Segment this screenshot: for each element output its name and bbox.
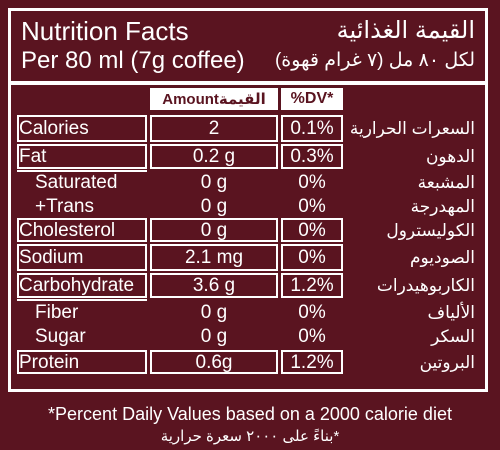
serving-size-english: Per 80 ml (7g coffee) (21, 47, 245, 74)
nutrient-name-arabic: السعرات الحرارية (349, 119, 475, 138)
amount-box-calories (150, 115, 278, 142)
nutrient-row-protein: Protein 0.6g 1.2% البروتين (11, 351, 485, 374)
nutrient-amount: 0.2 g (192, 146, 236, 167)
dv-box-fat (281, 144, 343, 169)
nutrient-row-carbohydrate: Carbohydrate 3.6 g 1.2% الكاربوهيدرات (11, 274, 485, 297)
label-header: Nutrition Facts القيمة الغذائية Per 80 m… (11, 11, 485, 85)
nutrient-amount: 0 g (200, 196, 228, 217)
divider-fat-saturated (17, 170, 147, 172)
nutrient-name-arabic: الصوديوم (409, 248, 475, 267)
english-box-cholesterol (17, 218, 147, 242)
nutrient-name: Calories (19, 118, 89, 139)
nutrient-daily-value: 0% (298, 196, 326, 217)
nutrient-amount: 0.6g (195, 352, 233, 373)
dv-box-cholesterol (281, 218, 343, 242)
english-box-sodium (17, 244, 147, 271)
nutrient-row-sodium: Sodium 2.1 mg 0% الصوديوم (11, 246, 485, 269)
nutrient-daily-value: 0% (298, 326, 326, 347)
column-headers: Amountالقيمة %DV* (11, 85, 485, 113)
amount-header-english: Amount (162, 91, 219, 108)
nutrient-row-fiber: Fiber 0 g 0% الألياف (11, 301, 485, 324)
nutrient-name-arabic: السكر (431, 327, 475, 346)
nutrient-amount: 2.1 mg (184, 247, 244, 268)
nutrient-amount: 2 (208, 118, 220, 139)
nutrient-table: Calories 2 0.1% السعرات الحرارية Fat 0.2… (11, 113, 485, 374)
nutrient-amount: 0 g (200, 302, 228, 323)
nutrient-daily-value: 0% (298, 172, 326, 193)
nutrient-amount: 0 g (200, 326, 228, 347)
dv-box-calories (281, 115, 343, 142)
divider-carb-fiber (17, 299, 147, 301)
nutrient-row-cholesterol: Cholesterol 0 g 0% الكوليسترول (11, 219, 485, 242)
nutrient-name: Protein (19, 352, 80, 373)
title-arabic: القيمة الغذائية (336, 17, 475, 44)
nutrient-row-sugar: Sugar 0 g 0% السكر (11, 325, 485, 348)
amount-box-sodium (150, 244, 278, 271)
title-english: Nutrition Facts (21, 16, 189, 46)
nutrient-row-calories: Calories 2 0.1% السعرات الحرارية (11, 117, 485, 140)
dv-box-protein (281, 350, 343, 374)
footnote-arabic: *بناءً على ٢٠٠٠ سعرة حرارية (160, 428, 340, 445)
amount-box-protein (150, 350, 278, 374)
nutrient-name-arabic: الكوليسترول (386, 221, 475, 240)
nutrient-daily-value: 0.1% (290, 118, 334, 139)
english-box-calories (17, 115, 147, 142)
nutrient-daily-value: 0.3% (290, 146, 334, 167)
english-box-protein (17, 350, 147, 374)
amount-box-cholesterol (150, 218, 278, 242)
nutrient-name: Sodium (19, 247, 84, 268)
nutrient-name: Carbohydrate (19, 275, 135, 296)
nutrient-name-arabic: الكاربوهيدرات (376, 276, 475, 295)
nutrient-daily-value: 0% (298, 220, 326, 241)
serving-size-arabic: لكل ٨٠ مل (٧ غرام قهوة) (274, 50, 475, 71)
nutrient-row-fat: Fat 0.2 g 0.3% الدهون (11, 145, 485, 168)
amount-box-carbohydrate (150, 273, 278, 298)
nutrient-amount: 3.6 g (192, 275, 236, 296)
nutrient-name: Saturated (35, 172, 118, 193)
amount-column-header: Amountالقيمة (150, 88, 278, 110)
english-box-carbohydrate (17, 273, 147, 298)
nutrient-amount: 0 g (200, 172, 228, 193)
nutrient-name: Fiber (35, 302, 79, 323)
footnote-english: *Percent Daily Values based on a 2000 ca… (48, 404, 452, 424)
nutrient-name-arabic: المهدرجة (410, 197, 475, 216)
nutrient-name-arabic: المشبعة (417, 173, 475, 192)
nutrient-daily-value: 1.2% (290, 275, 334, 296)
nutrient-name: Fat (19, 146, 47, 167)
dv-box-carbohydrate (281, 273, 343, 298)
nutrient-name: Cholesterol (19, 220, 116, 241)
nutrient-name: Sugar (35, 326, 86, 347)
nutrient-daily-value: 0% (298, 302, 326, 323)
amount-header-arabic: القيمة (218, 91, 266, 108)
nutrition-facts-label: Nutrition Facts القيمة الغذائية Per 80 m… (8, 8, 488, 392)
nutrient-row-saturated: Saturated 0 g 0% المشبعة (11, 171, 485, 194)
amount-box-fat (150, 144, 278, 169)
daily-value-column-header: %DV* (281, 88, 343, 110)
english-box-fat (17, 144, 147, 169)
nutrient-name-arabic: البروتين (419, 353, 475, 372)
nutrient-daily-value: 0% (298, 247, 326, 268)
nutrient-name-arabic: الدهون (425, 147, 475, 166)
nutrient-name: +Trans (35, 196, 94, 217)
dv-box-sodium (281, 244, 343, 271)
nutrient-daily-value: 1.2% (290, 352, 334, 373)
nutrient-name-arabic: الألياف (427, 303, 475, 322)
nutrient-amount: 0 g (200, 220, 228, 241)
nutrient-row-trans: +Trans 0 g 0% المهدرجة (11, 195, 485, 218)
